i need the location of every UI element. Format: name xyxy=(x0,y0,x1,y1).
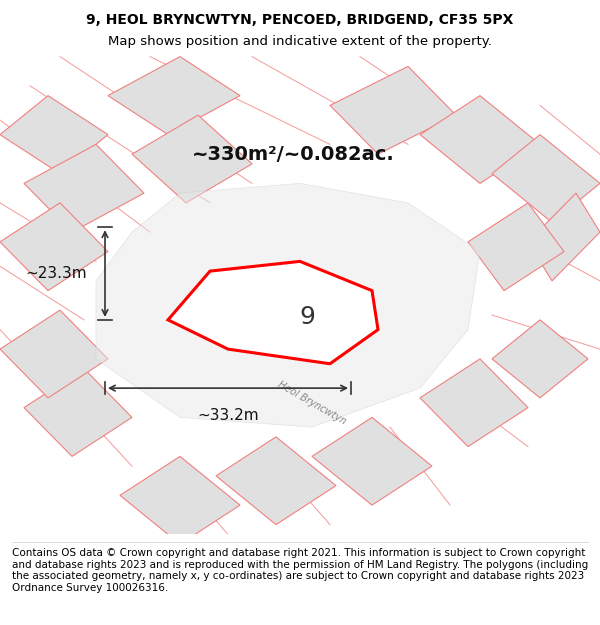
Polygon shape xyxy=(108,57,240,134)
Polygon shape xyxy=(420,359,528,447)
Polygon shape xyxy=(0,96,108,174)
Polygon shape xyxy=(24,144,144,232)
Polygon shape xyxy=(0,203,108,291)
Text: 9: 9 xyxy=(300,305,316,329)
Polygon shape xyxy=(132,115,252,203)
Polygon shape xyxy=(420,96,540,183)
Text: 9, HEOL BRYNCWTYN, PENCOED, BRIDGEND, CF35 5PX: 9, HEOL BRYNCWTYN, PENCOED, BRIDGEND, CF… xyxy=(86,13,514,27)
Polygon shape xyxy=(24,369,132,456)
Polygon shape xyxy=(0,310,108,398)
Polygon shape xyxy=(492,320,588,398)
Polygon shape xyxy=(312,418,432,505)
Text: Contains OS data © Crown copyright and database right 2021. This information is : Contains OS data © Crown copyright and d… xyxy=(12,548,588,592)
Text: Heol Bryncwtyn: Heol Bryncwtyn xyxy=(276,379,348,426)
Polygon shape xyxy=(330,66,456,154)
Polygon shape xyxy=(468,203,564,291)
Polygon shape xyxy=(528,193,600,281)
Polygon shape xyxy=(96,183,480,427)
Text: Map shows position and indicative extent of the property.: Map shows position and indicative extent… xyxy=(108,35,492,48)
Polygon shape xyxy=(168,261,378,364)
Polygon shape xyxy=(492,134,600,222)
Polygon shape xyxy=(216,437,336,524)
Text: ~330m²/~0.082ac.: ~330m²/~0.082ac. xyxy=(192,144,395,164)
Text: ~23.3m: ~23.3m xyxy=(25,266,87,281)
Text: ~33.2m: ~33.2m xyxy=(197,408,259,422)
Polygon shape xyxy=(120,456,240,544)
